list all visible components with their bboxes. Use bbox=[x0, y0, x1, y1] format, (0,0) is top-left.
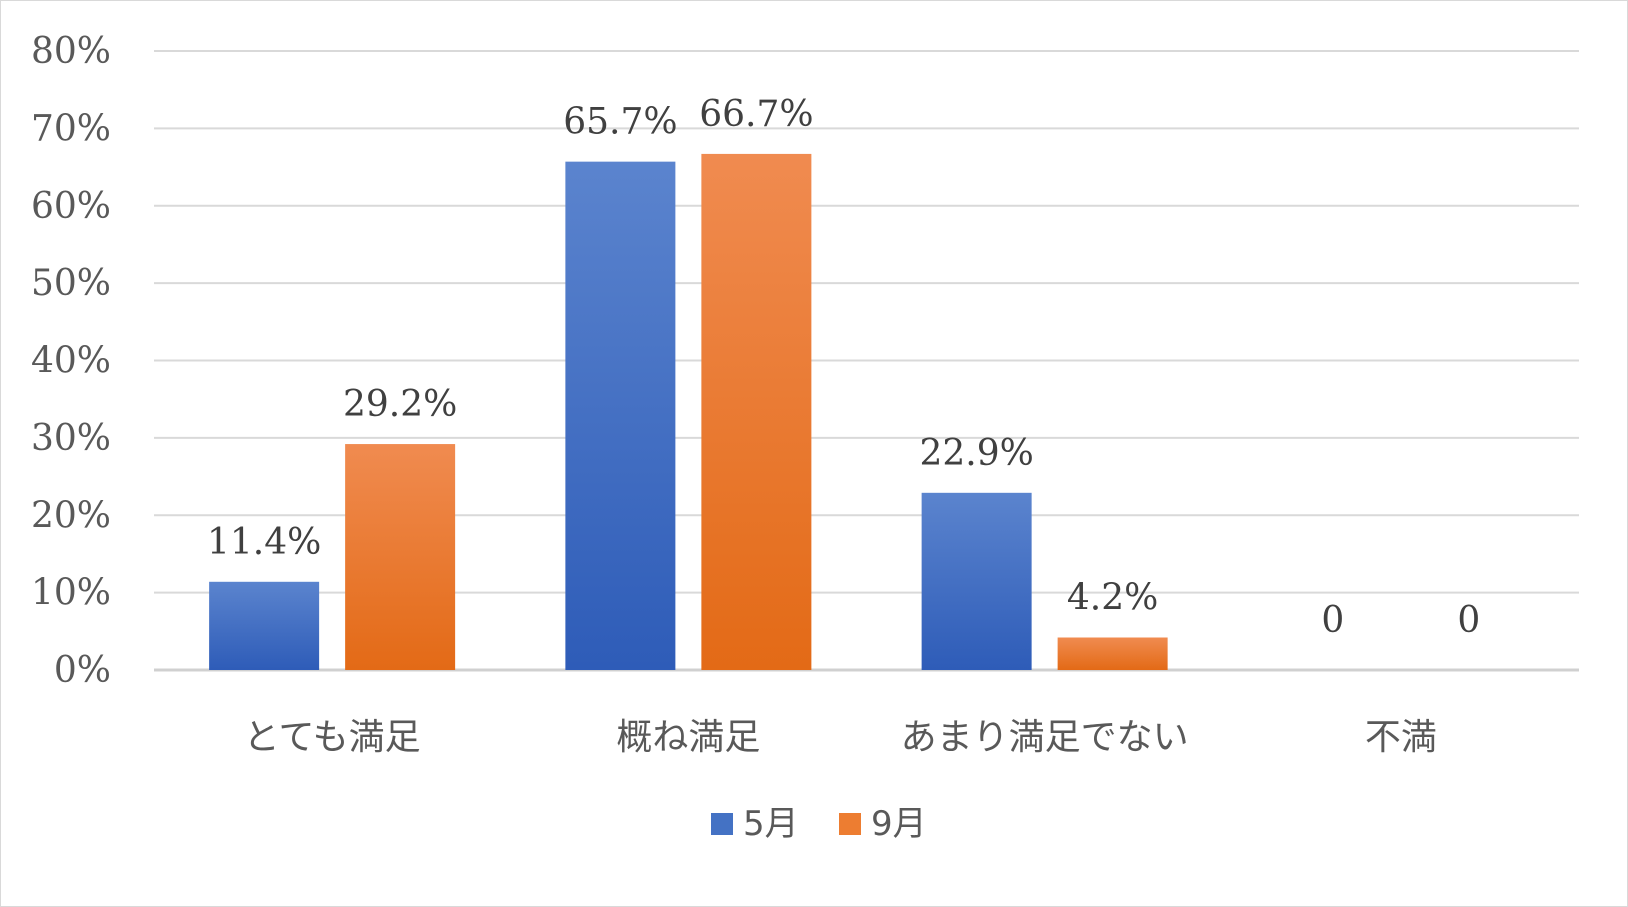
y-tick-label: 50% bbox=[31, 263, 111, 304]
data-label: 22.9% bbox=[919, 433, 1033, 474]
y-tick-label: 70% bbox=[31, 108, 111, 149]
legend-swatch bbox=[839, 813, 861, 835]
y-tick-label: 60% bbox=[31, 186, 111, 227]
category-label: 不満 bbox=[1365, 717, 1437, 758]
y-tick-label: 0% bbox=[54, 650, 111, 691]
data-label: 29.2% bbox=[343, 384, 457, 425]
data-labels: 11.4% 29.2% 65.7% 66.7% 22.9% 4.2% 0 0 bbox=[207, 94, 1480, 641]
bar-series2 bbox=[1057, 637, 1168, 670]
y-tick-label: 30% bbox=[31, 418, 111, 459]
data-label: 65.7% bbox=[563, 102, 677, 143]
legend-swatch bbox=[711, 813, 733, 835]
data-label: 66.7% bbox=[699, 94, 813, 135]
bar-series1 bbox=[921, 492, 1032, 670]
category-label: あまり満足でない bbox=[901, 717, 1189, 758]
x-axis-categories: とても満足 概ね満足 あまり満足でない 不満 bbox=[244, 717, 1437, 758]
y-tick-label: 40% bbox=[31, 341, 111, 382]
bar-series1 bbox=[209, 581, 320, 670]
legend: 5月 9月 bbox=[711, 804, 927, 844]
bars bbox=[209, 153, 1168, 671]
y-axis-ticks: 0% 10% 20% 30% 40% 50% 60% 70% 80% bbox=[31, 31, 111, 691]
legend-label: 5月 bbox=[743, 804, 799, 844]
category-label: 概ね満足 bbox=[616, 717, 760, 758]
y-tick-label: 20% bbox=[31, 495, 111, 536]
bar-series2 bbox=[701, 153, 812, 670]
category-label: とても満足 bbox=[244, 717, 421, 758]
bar-series2 bbox=[345, 444, 456, 670]
y-tick-label: 10% bbox=[31, 573, 111, 614]
data-label: 0 bbox=[1321, 600, 1344, 641]
data-label: 0 bbox=[1457, 600, 1480, 641]
legend-label: 9月 bbox=[871, 804, 927, 844]
bar-series1 bbox=[565, 161, 676, 671]
y-tick-label: 80% bbox=[31, 31, 111, 72]
data-label: 11.4% bbox=[207, 522, 321, 563]
data-label: 4.2% bbox=[1067, 578, 1158, 619]
